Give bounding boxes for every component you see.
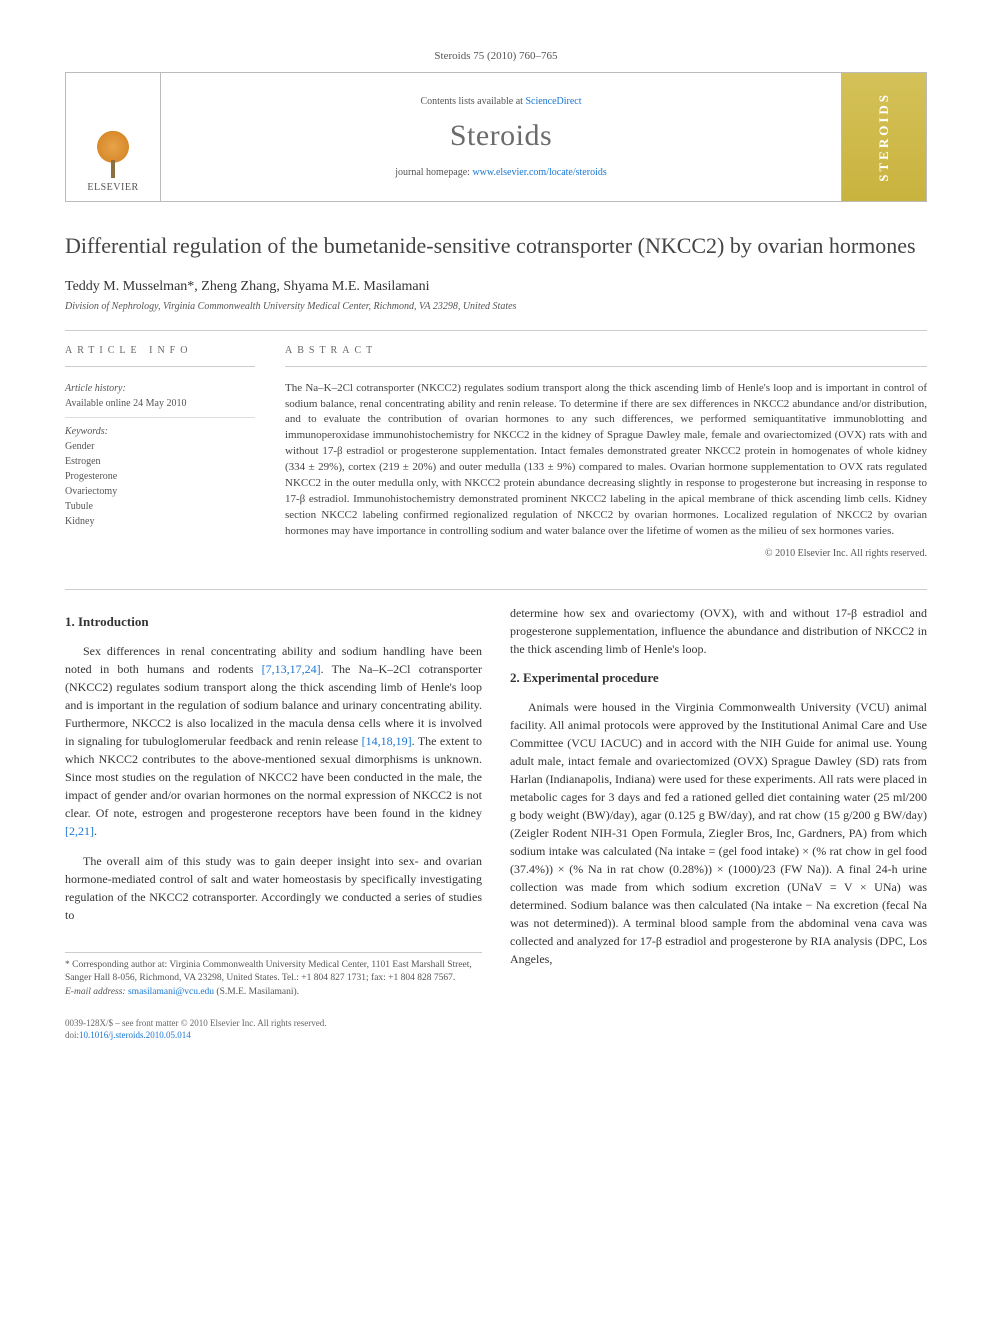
corr-label: * Corresponding author at: [65, 960, 169, 970]
cover-thumbnail: STEROIDS [841, 73, 926, 201]
elsevier-logo: ELSEVIER [87, 130, 138, 193]
keyword: Kidney [65, 516, 94, 527]
keyword: Tubule [65, 501, 93, 512]
article-info-label: ARTICLE INFO [65, 345, 255, 356]
abstract-column: ABSTRACT The Na–K–2Cl cotransporter (NKC… [285, 345, 927, 559]
abstract-text: The Na–K–2Cl cotransporter (NKCC2) regul… [285, 381, 927, 540]
footnotes: * Corresponding author at: Virginia Comm… [65, 952, 482, 999]
homepage-link[interactable]: www.elsevier.com/locate/steroids [472, 167, 606, 178]
journal-reference: Steroids 75 (2010) 760–765 [65, 50, 927, 62]
journal-header: ELSEVIER Contents lists available at Sci… [65, 72, 927, 202]
elsevier-tree-icon [89, 130, 137, 178]
body-columns: 1. Introduction Sex differences in renal… [65, 604, 927, 1042]
intro-paragraph-2: The overall aim of this study was to gai… [65, 852, 482, 924]
intro-heading: 1. Introduction [65, 614, 482, 630]
history-label: Article history: [65, 383, 126, 394]
publisher-name: ELSEVIER [87, 182, 138, 193]
experimental-heading: 2. Experimental procedure [510, 670, 927, 686]
intro-paragraph-1: Sex differences in renal concentrating a… [65, 642, 482, 840]
article-history: Article history: Available online 24 May… [65, 381, 255, 529]
email-label: E-mail address: [65, 987, 128, 997]
cover-text: STEROIDS [876, 92, 892, 182]
keyword: Progesterone [65, 471, 117, 482]
article-info-column: ARTICLE INFO Article history: Available … [65, 345, 255, 559]
divider [65, 366, 255, 367]
email-link[interactable]: smasilamani@vcu.edu [128, 987, 214, 997]
email-suffix: (S.M.E. Masilamani). [214, 987, 299, 997]
authors: Teddy M. Musselman*, Zheng Zhang, Shyama… [65, 279, 927, 295]
citation-link[interactable]: [2,21] [65, 824, 94, 838]
journal-title: Steroids [450, 119, 552, 153]
footer-meta: 0039-128X/$ – see front matter © 2010 El… [65, 1017, 482, 1042]
header-center: Contents lists available at ScienceDirec… [161, 73, 841, 201]
doi-label: doi: [65, 1030, 79, 1040]
copyright: © 2010 Elsevier Inc. All rights reserved… [285, 548, 927, 559]
abstract-label: ABSTRACT [285, 345, 927, 356]
right-column: determine how sex and ovariectomy (OVX),… [510, 604, 927, 1042]
article-title: Differential regulation of the bumetanid… [65, 232, 927, 261]
doi-link[interactable]: 10.1016/j.steroids.2010.05.014 [79, 1030, 191, 1040]
text-run: The overall aim of this study was to gai… [65, 852, 482, 924]
text-run: . [94, 824, 97, 838]
homepage-line: journal homepage: www.elsevier.com/locat… [395, 167, 607, 178]
affiliation: Division of Nephrology, Virginia Commonw… [65, 301, 927, 312]
citation-link[interactable]: [14,18,19] [362, 734, 412, 748]
contents-line: Contents lists available at ScienceDirec… [420, 96, 581, 107]
keyword: Gender [65, 441, 94, 452]
history-text: Available online 24 May 2010 [65, 398, 186, 409]
contents-prefix: Contents lists available at [420, 96, 525, 107]
keyword: Estrogen [65, 456, 101, 467]
publisher-cell: ELSEVIER [66, 73, 161, 201]
citation-link[interactable]: [7,13,17,24] [262, 662, 321, 676]
keyword: Ovariectomy [65, 486, 117, 497]
intro-continuation: determine how sex and ovariectomy (OVX),… [510, 604, 927, 658]
sciencedirect-link[interactable]: ScienceDirect [525, 96, 581, 107]
homepage-prefix: journal homepage: [395, 167, 472, 178]
text-run: Animals were housed in the Virginia Comm… [510, 698, 927, 968]
experimental-paragraph: Animals were housed in the Virginia Comm… [510, 698, 927, 968]
divider [65, 330, 927, 331]
email-line: E-mail address: smasilamani@vcu.edu (S.M… [65, 986, 482, 999]
left-column: 1. Introduction Sex differences in renal… [65, 604, 482, 1042]
divider [285, 366, 927, 367]
divider [65, 589, 927, 590]
corresponding-author: * Corresponding author at: Virginia Comm… [65, 959, 482, 986]
issn-line: 0039-128X/$ – see front matter © 2010 El… [65, 1017, 482, 1030]
keywords-label: Keywords: [65, 426, 108, 437]
